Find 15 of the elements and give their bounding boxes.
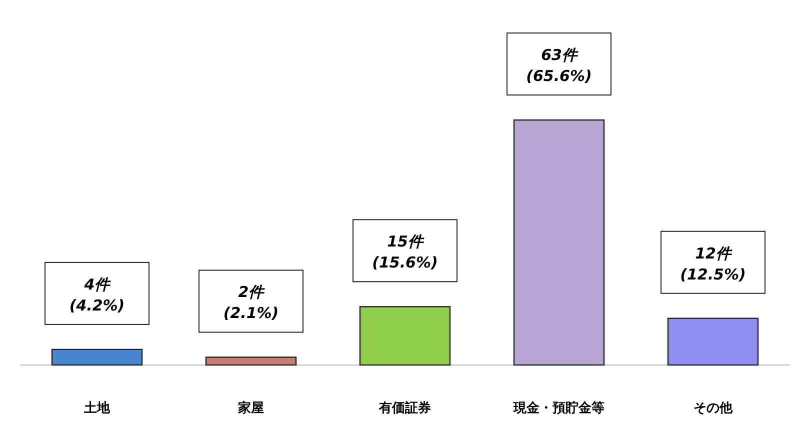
- x-tick-label: 土地: [83, 401, 111, 416]
- bar: [667, 318, 759, 366]
- x-tick-label: 現金・預貯金等: [512, 400, 604, 416]
- data-label: 12件 (12.5%): [680, 244, 746, 284]
- data-label: 63件 (65.6%): [526, 46, 592, 85]
- x-tick-label: 有価証券: [378, 400, 431, 416]
- x-tick-label: 家屋: [237, 400, 264, 416]
- bar: [513, 119, 605, 366]
- bar: [205, 356, 297, 366]
- bar: [359, 306, 451, 366]
- x-tick-label: その他: [694, 401, 734, 416]
- data-label: 15件 (15.6%): [372, 232, 438, 272]
- bar: [51, 348, 143, 366]
- data-label: 2件 (2.1%): [223, 283, 279, 322]
- data-label: 4件 (4.2%): [69, 275, 125, 314]
